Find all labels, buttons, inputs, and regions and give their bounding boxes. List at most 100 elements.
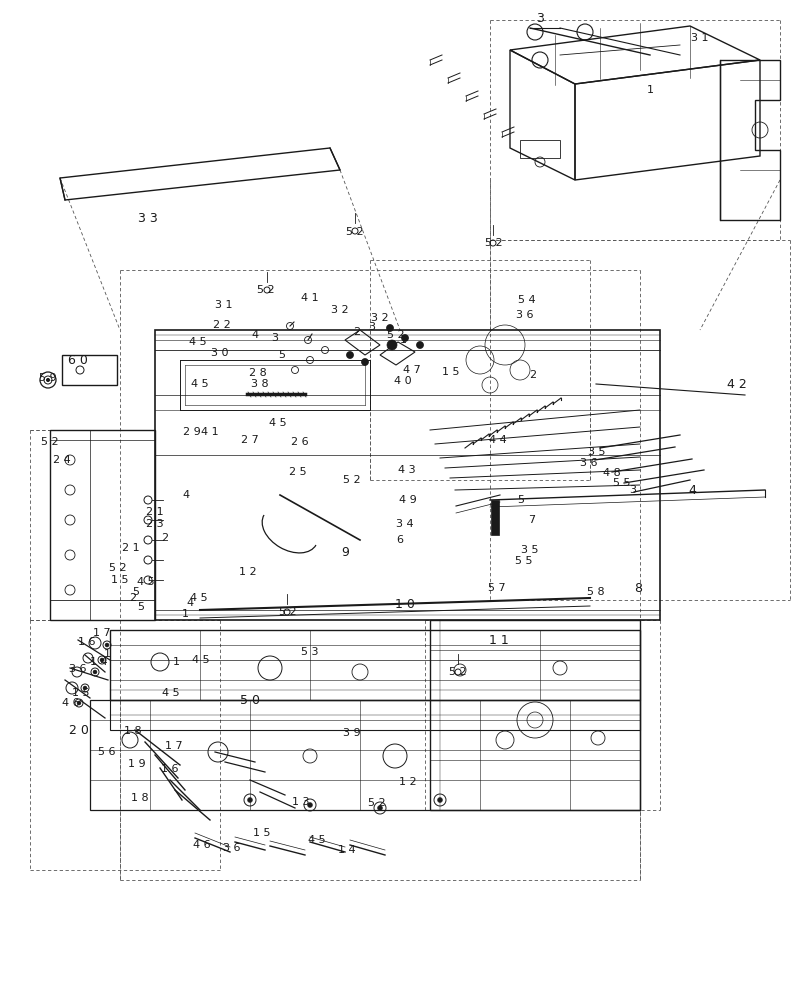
Text: 4 5: 4 5 bbox=[137, 577, 155, 587]
Text: 3: 3 bbox=[629, 485, 636, 495]
Text: 2 1: 2 1 bbox=[146, 507, 164, 517]
Text: 4 4: 4 4 bbox=[488, 435, 506, 445]
Circle shape bbox=[386, 324, 393, 332]
Text: 5 3: 5 3 bbox=[301, 647, 318, 657]
Text: 4: 4 bbox=[182, 490, 190, 500]
Text: 1 2: 1 2 bbox=[238, 567, 256, 577]
Text: 4 5: 4 5 bbox=[162, 688, 180, 698]
Text: 2: 2 bbox=[529, 370, 536, 380]
Text: 2 7: 2 7 bbox=[241, 435, 259, 445]
Text: 5 2: 5 2 bbox=[279, 607, 296, 617]
Text: 1 6: 1 6 bbox=[161, 764, 178, 774]
Text: 3: 3 bbox=[536, 12, 544, 25]
Text: 3 6: 3 6 bbox=[516, 310, 533, 320]
Text: 2: 2 bbox=[161, 533, 169, 543]
Text: 2 1: 2 1 bbox=[122, 543, 140, 553]
Text: 3 5: 3 5 bbox=[520, 545, 538, 555]
Text: 3 1: 3 1 bbox=[215, 300, 232, 310]
Text: 5: 5 bbox=[517, 495, 524, 505]
Text: 5 2: 5 2 bbox=[368, 798, 385, 808]
Text: 5: 5 bbox=[132, 587, 140, 597]
Text: 5 2: 5 2 bbox=[346, 227, 364, 237]
Circle shape bbox=[401, 334, 408, 342]
Text: 1 5: 1 5 bbox=[111, 575, 128, 585]
Text: 4: 4 bbox=[687, 484, 695, 496]
Text: 5 2: 5 2 bbox=[484, 238, 502, 248]
Circle shape bbox=[307, 802, 312, 807]
Circle shape bbox=[361, 359, 368, 365]
Text: 1 2: 1 2 bbox=[399, 777, 416, 787]
Text: 5 2: 5 2 bbox=[449, 667, 467, 677]
Text: 3 8: 3 8 bbox=[251, 379, 268, 389]
Text: 5 2: 5 2 bbox=[257, 285, 275, 295]
Text: 2 3: 2 3 bbox=[146, 519, 164, 529]
Text: 5 4: 5 4 bbox=[518, 295, 535, 305]
Circle shape bbox=[77, 701, 81, 705]
Text: 3 6: 3 6 bbox=[69, 664, 87, 674]
Text: 4 5: 4 5 bbox=[189, 337, 206, 347]
Text: 4 1: 4 1 bbox=[301, 293, 319, 303]
Text: 4 1: 4 1 bbox=[201, 427, 218, 437]
Text: 1 3: 1 3 bbox=[291, 797, 309, 807]
Text: 1 7: 1 7 bbox=[165, 741, 182, 751]
Text: 3 1: 3 1 bbox=[691, 33, 708, 43]
Text: 1 7: 1 7 bbox=[93, 628, 111, 638]
Text: 4 8: 4 8 bbox=[602, 468, 620, 478]
Text: 1: 1 bbox=[173, 657, 179, 667]
Text: 5: 5 bbox=[137, 602, 145, 612]
Text: 1 4: 1 4 bbox=[90, 657, 108, 667]
Circle shape bbox=[346, 352, 353, 359]
Text: 5 2: 5 2 bbox=[41, 437, 59, 447]
Text: 3 2: 3 2 bbox=[371, 313, 389, 323]
Circle shape bbox=[437, 797, 442, 802]
Text: 3 3: 3 3 bbox=[138, 212, 157, 225]
Text: 5 8: 5 8 bbox=[586, 587, 604, 597]
Text: 5 9: 5 9 bbox=[39, 373, 57, 383]
Text: 5 7: 5 7 bbox=[487, 583, 505, 593]
Text: 5 2: 5 2 bbox=[343, 475, 361, 485]
Text: 1 8: 1 8 bbox=[131, 793, 149, 803]
Text: 4 5: 4 5 bbox=[191, 379, 209, 389]
Text: 4: 4 bbox=[186, 598, 194, 608]
Text: 1 9: 1 9 bbox=[128, 759, 145, 769]
Text: 1: 1 bbox=[104, 649, 110, 659]
Text: 5 2: 5 2 bbox=[109, 563, 127, 573]
Text: 7: 7 bbox=[528, 515, 535, 525]
Circle shape bbox=[105, 643, 109, 647]
Text: 4 9: 4 9 bbox=[398, 495, 417, 505]
Text: 3 4: 3 4 bbox=[396, 519, 414, 529]
Text: 4 6: 4 6 bbox=[193, 840, 210, 850]
Circle shape bbox=[416, 342, 423, 349]
Text: 2: 2 bbox=[129, 593, 137, 603]
Text: 3: 3 bbox=[368, 322, 375, 332]
Text: 4 2: 4 2 bbox=[726, 378, 746, 391]
Text: 3 5: 3 5 bbox=[588, 447, 605, 457]
Text: 1 8: 1 8 bbox=[124, 726, 141, 736]
Text: 4 6: 4 6 bbox=[62, 698, 79, 708]
Text: 2: 2 bbox=[353, 327, 360, 337]
Text: 4 5: 4 5 bbox=[269, 418, 287, 428]
Text: 4 0: 4 0 bbox=[393, 376, 411, 386]
Text: 1: 1 bbox=[181, 609, 188, 619]
Circle shape bbox=[386, 340, 397, 350]
Text: 1 5: 1 5 bbox=[253, 828, 271, 838]
Text: 5 5: 5 5 bbox=[515, 556, 532, 566]
Circle shape bbox=[377, 805, 382, 810]
Bar bbox=[520, 140, 560, 158]
Text: 4: 4 bbox=[251, 330, 259, 340]
Text: 5: 5 bbox=[278, 350, 285, 360]
Text: 1 1: 1 1 bbox=[488, 634, 508, 647]
Text: 5 2: 5 2 bbox=[387, 330, 404, 340]
Text: 4 3: 4 3 bbox=[397, 465, 415, 475]
Circle shape bbox=[47, 378, 50, 381]
Text: 8: 8 bbox=[634, 582, 642, 594]
Circle shape bbox=[100, 658, 104, 662]
Circle shape bbox=[93, 670, 97, 674]
Bar bbox=[491, 500, 499, 535]
Text: 1 5: 1 5 bbox=[442, 367, 459, 377]
Text: 2 0: 2 0 bbox=[69, 724, 89, 736]
Bar bbox=[62, 355, 117, 385]
Text: 4 5: 4 5 bbox=[190, 593, 207, 603]
Text: 5 0: 5 0 bbox=[240, 694, 259, 706]
Text: 1 4: 1 4 bbox=[338, 845, 356, 855]
